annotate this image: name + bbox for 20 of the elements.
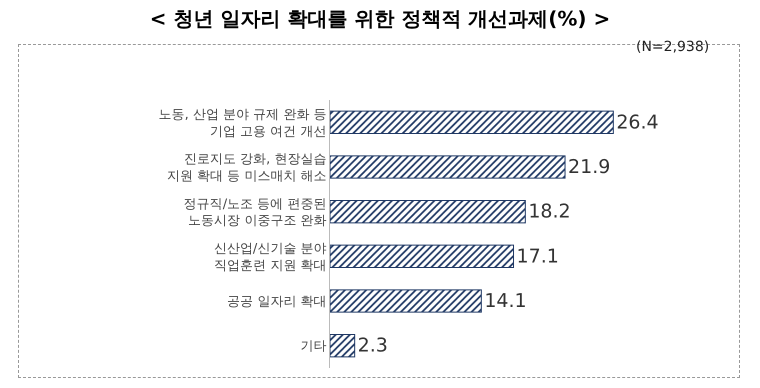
bar bbox=[330, 244, 514, 268]
y-tick-label: 공공 일자리 확대 bbox=[227, 294, 326, 310]
y-tick-label: 노동, 산업 분야 규제 완화 등 기업 고용 여건 개선 bbox=[158, 107, 326, 140]
bar bbox=[330, 110, 614, 134]
chart-title: < 청년 일자리 확대를 위한 정책적 개선과제(%) > bbox=[150, 6, 610, 31]
bar bbox=[330, 200, 526, 224]
data-label: 18.2 bbox=[528, 200, 571, 223]
y-tick-label: 기타 bbox=[300, 339, 326, 354]
y-tick-label: 정규직/노조 등에 편중된 노동시장 이중구조 완화 bbox=[184, 196, 326, 229]
data-label: 17.1 bbox=[516, 245, 559, 268]
data-label: 14.1 bbox=[484, 290, 527, 312]
data-label: 21.9 bbox=[568, 156, 610, 178]
data-label: 2.3 bbox=[358, 334, 388, 357]
bar bbox=[330, 334, 356, 358]
y-tick-label: 신산업/신기술 분야 직업훈련 지원 확대 bbox=[214, 241, 326, 274]
bar bbox=[330, 155, 566, 179]
data-label: 26.4 bbox=[616, 111, 659, 134]
text: (N=2,938) bbox=[636, 39, 710, 55]
bar bbox=[330, 289, 482, 313]
y-tick-label: 진로지도 강화, 현장실습 지원 확대 등 미스매치 해소 bbox=[166, 152, 326, 184]
